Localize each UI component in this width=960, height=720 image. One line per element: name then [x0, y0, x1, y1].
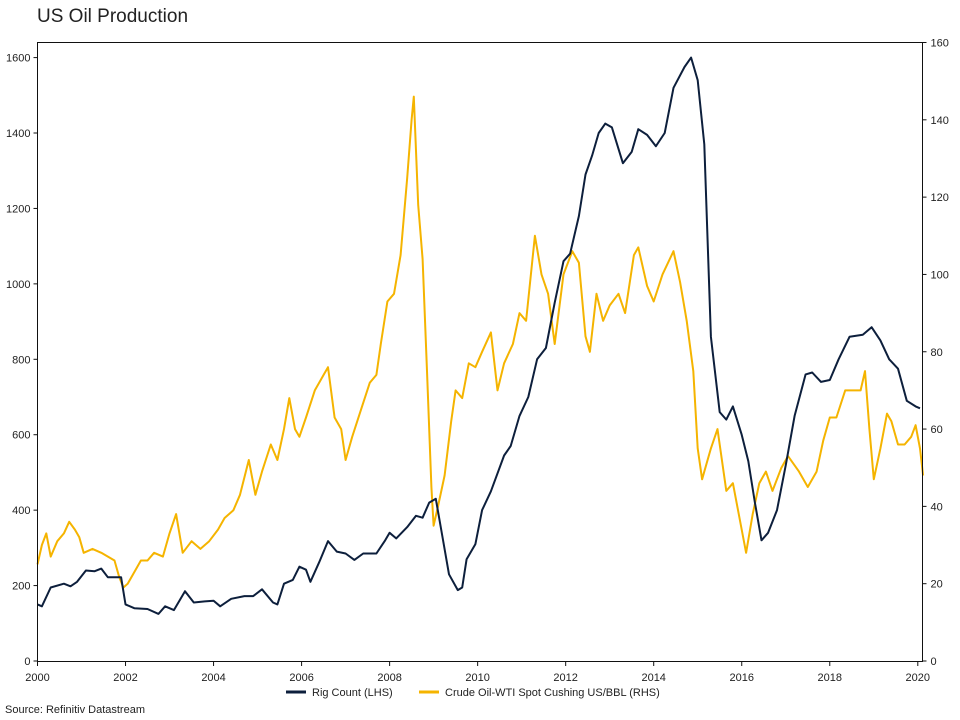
- x-tick-label: 2014: [641, 672, 665, 684]
- x-tick-label: 2020: [906, 672, 930, 684]
- y-left-tick-label: 1600: [6, 53, 30, 65]
- x-tick-label: 2008: [377, 672, 401, 684]
- x-tick-label: 2016: [729, 672, 753, 684]
- x-tick-label: 2004: [201, 672, 225, 684]
- crude-oil-line: [36, 95, 925, 589]
- y-left-tick-label: 1200: [6, 203, 30, 215]
- plot-frame: [37, 42, 923, 662]
- y-right-tick-label: 100: [931, 269, 949, 281]
- y-left-tick-label: 1400: [6, 128, 30, 140]
- y-right-tick-label: 80: [931, 347, 943, 359]
- legend: Rig Count (LHS) Crude Oil-WTI Spot Cushi…: [286, 687, 660, 699]
- rig-count-line: [37, 56, 921, 615]
- y-left-tick-label: 200: [12, 581, 30, 593]
- y-left-tick-label: 800: [12, 354, 30, 366]
- x-tick-label: 2018: [818, 672, 842, 684]
- x-tick-label: 2000: [25, 672, 49, 684]
- legend-label-crude-oil: Crude Oil-WTI Spot Cushing US/BBL (RHS): [445, 687, 660, 699]
- x-tick-label: 2012: [553, 672, 577, 684]
- y-right-tick-label: 40: [931, 501, 943, 513]
- y-right-tick-label: 160: [931, 38, 949, 50]
- y-right-tick-label: 120: [931, 192, 949, 204]
- y-right-tick-label: 60: [931, 424, 943, 436]
- y-right-tick-label: 140: [931, 115, 949, 127]
- legend-label-rig-count: Rig Count (LHS): [312, 687, 393, 699]
- x-tick-label: 2006: [289, 672, 313, 684]
- chart-title: US Oil Production: [37, 6, 189, 27]
- y-left-tick-label: 0: [24, 656, 30, 668]
- y-left-tick-label: 1000: [6, 279, 30, 291]
- x-tick-label: 2010: [465, 672, 489, 684]
- y-right-tick-label: 0: [931, 656, 937, 668]
- y-left-tick-label: 400: [12, 505, 30, 517]
- x-tick-label: 2002: [113, 672, 137, 684]
- y-right-tick-label: 20: [931, 579, 943, 591]
- source-note: Source: Refinitiv Datastream: [5, 704, 145, 716]
- y-left-tick-label: 600: [12, 430, 30, 442]
